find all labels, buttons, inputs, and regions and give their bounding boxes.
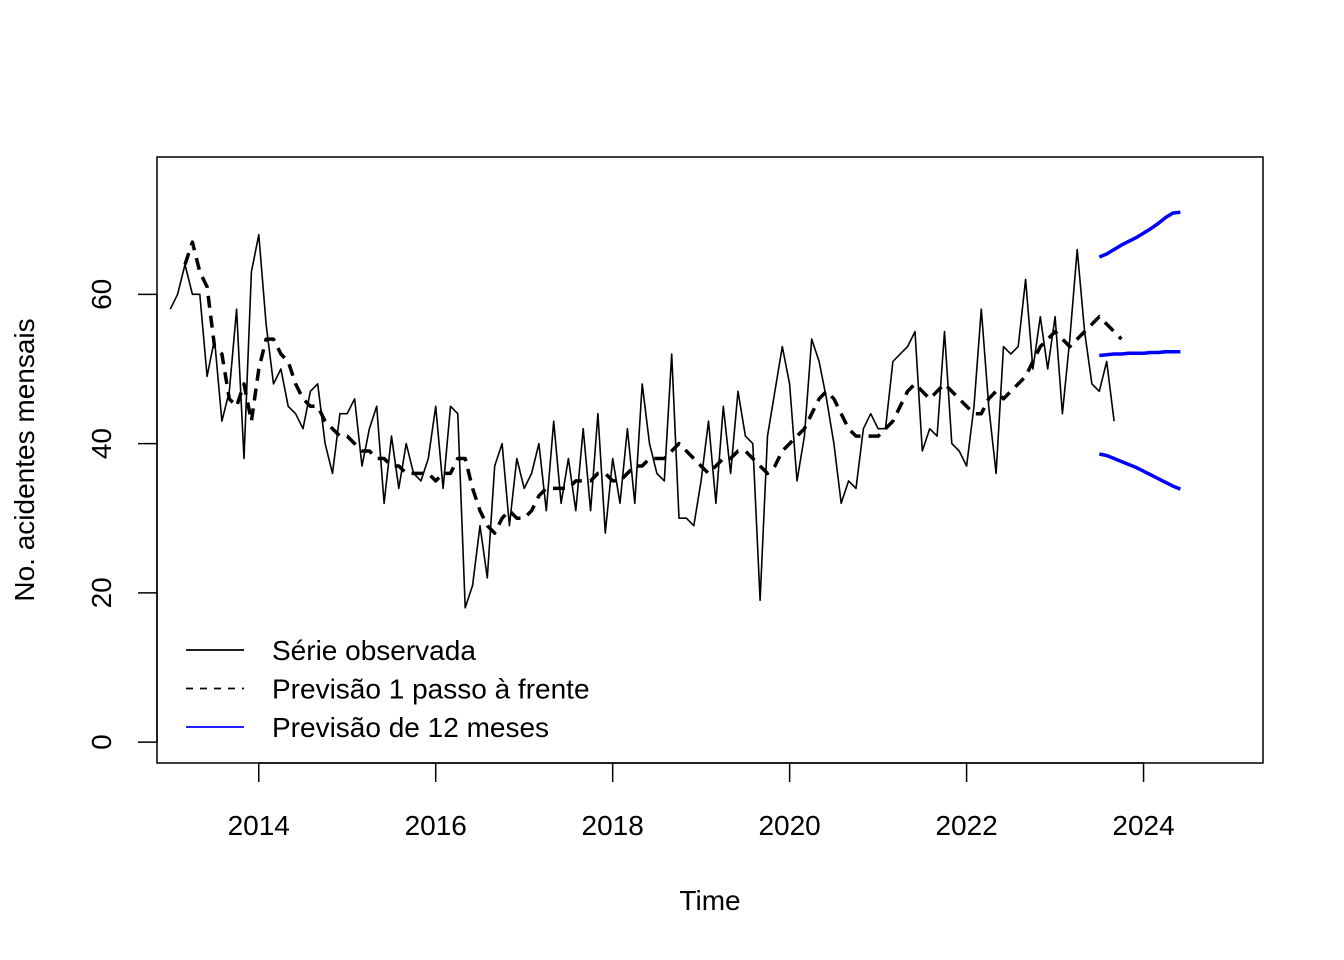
series-forecast-upper xyxy=(1098,210,1181,259)
series-one-step xyxy=(183,240,1123,535)
x-tick-label: 2014 xyxy=(228,810,290,841)
x-tick-label: 2022 xyxy=(935,810,997,841)
y-tick-label: 40 xyxy=(86,428,117,459)
x-axis: 2014 2016 2018 2020 2022 2024 xyxy=(228,762,1175,841)
legend-item: Série observada xyxy=(186,635,476,666)
plot-box xyxy=(156,156,1264,764)
legend-label: Série observada xyxy=(272,635,476,666)
x-tick-label: 2016 xyxy=(405,810,467,841)
legend-item: Previsão 1 passo à frente xyxy=(186,674,590,705)
series-forecast-mean xyxy=(1099,350,1181,358)
y-tick-label: 20 xyxy=(86,577,117,608)
series-layer xyxy=(169,210,1182,609)
x-axis-label: Time xyxy=(679,885,740,916)
y-tick-label: 0 xyxy=(86,734,117,750)
x-tick-label: 2018 xyxy=(582,810,644,841)
series-forecast-lower xyxy=(1098,452,1182,491)
legend-item: Previsão de 12 meses xyxy=(186,712,549,743)
legend: Série observada Previsão 1 passo à frente… xyxy=(186,635,590,743)
x-tick-label: 2020 xyxy=(758,810,820,841)
y-axis-label: No. acidentes mensais xyxy=(9,318,40,601)
series-observed xyxy=(169,233,1115,609)
legend-label: Previsão 1 passo à frente xyxy=(272,674,590,705)
legend-label: Previsão de 12 meses xyxy=(272,712,549,743)
x-tick-label: 2024 xyxy=(1112,810,1174,841)
y-axis: 0 20 40 60 xyxy=(86,279,158,750)
y-tick-label: 60 xyxy=(86,279,117,310)
